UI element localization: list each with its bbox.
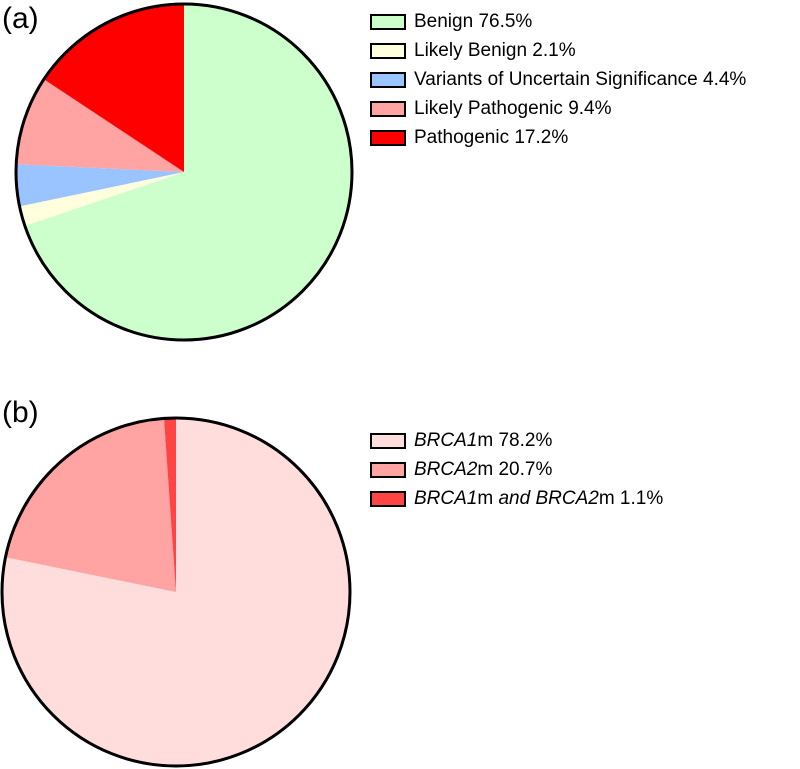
legend-label: Variants of Uncertain Significance 4.4% <box>414 69 746 91</box>
legend-label: Likely Pathogenic 9.4% <box>414 98 612 120</box>
legend-item-brca2m: BRCA2m 20.7% <box>370 455 663 484</box>
legend-item-pathogenic: Pathogenic 17.2% <box>370 123 746 152</box>
pie-chart-a <box>14 2 354 342</box>
legend-swatch <box>370 129 406 146</box>
legend-label: Likely Benign 2.1% <box>414 40 576 62</box>
legend-item-likely-pathogenic: Likely Pathogenic 9.4% <box>370 94 746 123</box>
legend-swatch <box>370 42 406 59</box>
legend-label-part: Variants of Uncertain Significance 4.4% <box>414 68 747 90</box>
pie-slice-variants-of-uncertain-significance <box>16 164 185 207</box>
legend-label: Benign 76.5% <box>414 11 532 33</box>
legend-label: BRCA1m 78.2% <box>414 430 552 452</box>
legend-label-part: m 78.2% <box>477 429 553 451</box>
legend-swatch <box>370 13 406 30</box>
legend-label-part: Pathogenic 17.2% <box>414 126 569 148</box>
pie-slice-brca2m <box>5 418 177 592</box>
pie-chart-b <box>0 416 352 768</box>
legend-label-part: m 1.1% <box>598 487 664 509</box>
legend-label: BRCA2m 20.7% <box>414 459 552 481</box>
legend-label-part: BRCA1 <box>414 487 478 509</box>
legend-swatch <box>370 100 406 117</box>
pie-slice-benign <box>24 4 353 340</box>
pie-slice-pathogenic <box>43 3 184 172</box>
pie-slice-brca1m-and-brca2m <box>163 418 176 592</box>
legend-swatch <box>370 490 406 507</box>
legend-swatch <box>370 461 406 478</box>
legend-item-brca1m: BRCA1m 78.2% <box>370 426 663 455</box>
pie-outline <box>0 416 352 768</box>
legend-b: BRCA1m 78.2% BRCA2m 20.7% BRCA1m and BRCA2… <box>370 426 663 513</box>
legend-swatch <box>370 71 406 88</box>
legend-swatch <box>370 432 406 449</box>
legend-item-variants-of-uncertain-significance: Variants of Uncertain Significance 4.4% <box>370 65 746 94</box>
panel-label-a: (a) <box>2 2 39 35</box>
panel-label-b: (b) <box>2 396 39 429</box>
pie-outline <box>14 2 354 342</box>
legend-label-part: BRCA1 <box>414 429 478 451</box>
legend-label-part: m 20.7% <box>477 458 553 480</box>
legend-label: Pathogenic 17.2% <box>414 127 568 149</box>
legend-item-likely-benign: Likely Benign 2.1% <box>370 36 746 65</box>
legend-label: BRCA1m and BRCA2m 1.1% <box>414 488 663 510</box>
legend-label-part: BRCA2 <box>414 458 478 480</box>
legend-label-part: Likely Pathogenic 9.4% <box>414 97 612 119</box>
legend-label-part: Likely Benign 2.1% <box>414 39 576 61</box>
legend-a: Benign 76.5% Likely Benign 2.1% Variants o… <box>370 7 746 152</box>
legend-item-benign: Benign 76.5% <box>370 7 746 36</box>
legend-label-part: Benign 76.5% <box>414 10 533 32</box>
pie-slice-likely-pathogenic <box>16 79 185 172</box>
pie-slice-likely-benign <box>19 172 185 226</box>
legend-item-brca1m-and-brca2m: BRCA1m and BRCA2m 1.1% <box>370 484 663 513</box>
legend-label-part: and BRCA2 <box>498 487 599 509</box>
legend-label-part: m <box>477 487 499 509</box>
